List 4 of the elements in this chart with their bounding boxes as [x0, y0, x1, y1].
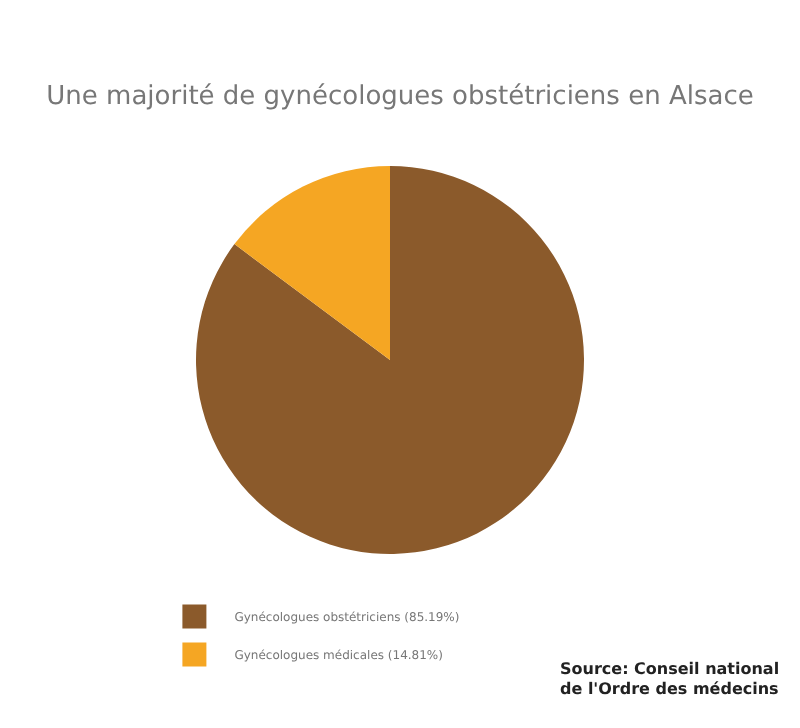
source-note: Source: Conseil national de l'Ordre des médecins	[560, 660, 780, 699]
pie-slice	[234, 166, 390, 360]
chart-title: Une majorité de gynécologues obstétriciens en Alsace	[46, 81, 754, 112]
pie-slice	[196, 166, 584, 554]
